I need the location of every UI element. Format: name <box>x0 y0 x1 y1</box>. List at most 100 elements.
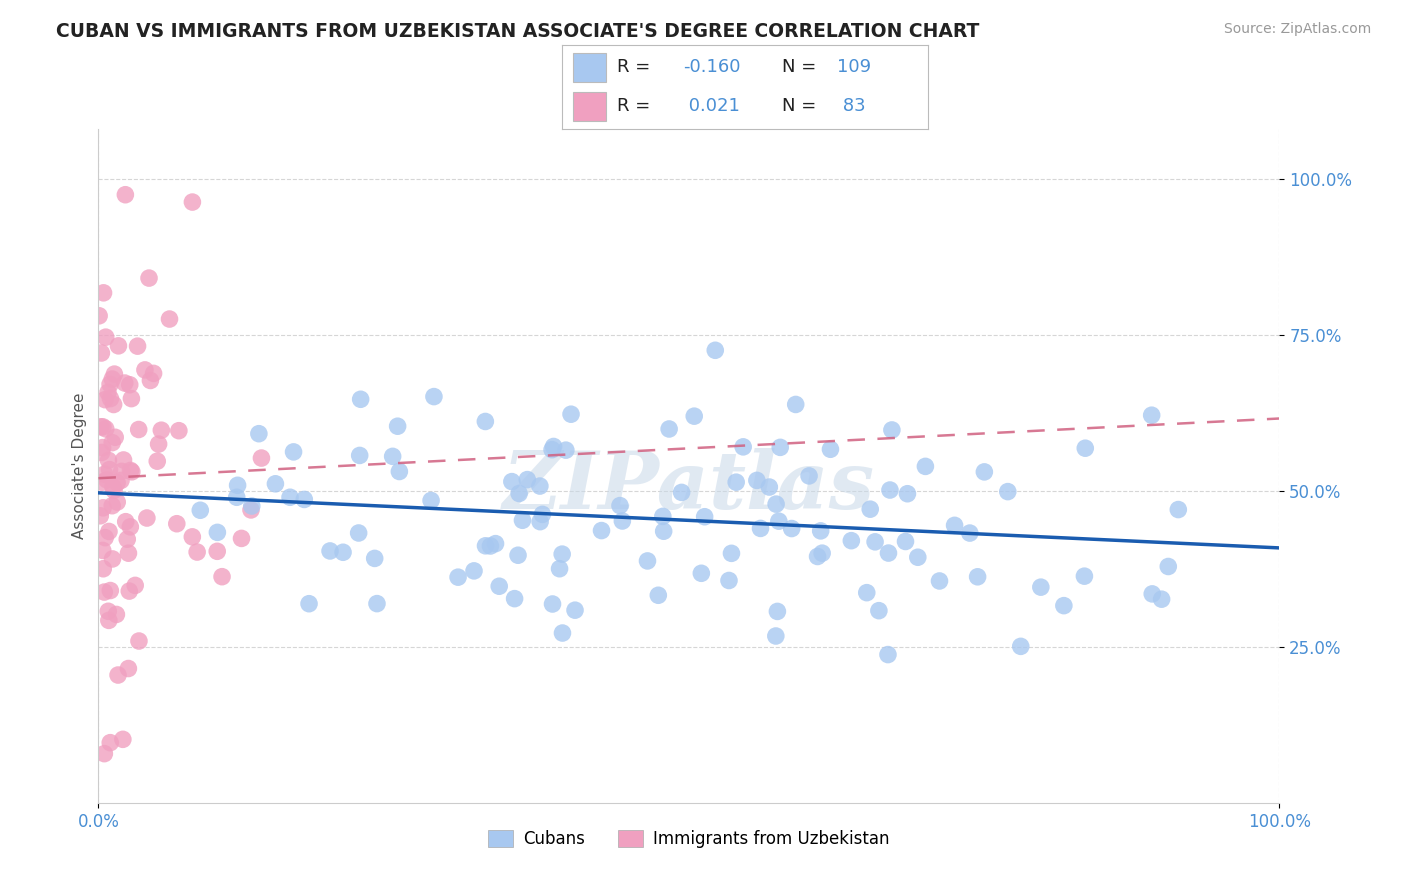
Point <box>134 363 156 377</box>
Point <box>114 187 136 202</box>
Point <box>211 570 233 584</box>
Point <box>484 536 506 550</box>
Text: N =: N = <box>782 59 815 77</box>
Point <box>111 732 134 747</box>
Point <box>105 475 128 490</box>
Point <box>186 545 208 559</box>
Text: 0.021: 0.021 <box>683 97 740 115</box>
Point <box>181 530 204 544</box>
Point <box>1157 559 1180 574</box>
Point <box>91 420 114 434</box>
Point <box>651 509 673 524</box>
Point <box>112 453 135 467</box>
Point <box>609 499 631 513</box>
Point <box>105 495 128 509</box>
Point <box>420 493 443 508</box>
Point <box>733 440 755 454</box>
Point <box>93 585 115 599</box>
Point <box>1053 599 1076 613</box>
Point <box>98 377 121 392</box>
Point <box>785 397 807 411</box>
Point <box>150 423 173 437</box>
Text: N =: N = <box>782 97 815 115</box>
Point <box>749 521 772 535</box>
Point <box>551 547 574 561</box>
Point <box>90 419 112 434</box>
Point <box>512 513 534 527</box>
Point <box>820 442 842 457</box>
Point <box>506 548 529 562</box>
Text: ZIPatlas: ZIPatlas <box>503 448 875 525</box>
Point <box>943 518 966 533</box>
Point <box>226 478 249 492</box>
Point <box>704 343 727 358</box>
FancyBboxPatch shape <box>574 54 606 82</box>
Point <box>91 475 114 490</box>
Point <box>363 551 385 566</box>
Point <box>474 415 496 429</box>
Point <box>810 524 832 538</box>
Point <box>93 747 115 761</box>
Point <box>104 430 127 444</box>
Point <box>264 476 287 491</box>
Point <box>1010 640 1032 654</box>
Point <box>138 271 160 285</box>
Point <box>529 479 551 493</box>
Point <box>159 312 181 326</box>
Legend: Cubans, Immigrants from Uzbekistan: Cubans, Immigrants from Uzbekistan <box>481 823 897 855</box>
Point <box>928 574 950 588</box>
Point <box>91 441 114 455</box>
Point <box>474 539 496 553</box>
Point <box>966 570 988 584</box>
Point <box>240 503 263 517</box>
Point <box>114 515 136 529</box>
FancyBboxPatch shape <box>574 92 606 120</box>
Point <box>463 564 485 578</box>
Point <box>100 392 122 406</box>
Text: CUBAN VS IMMIGRANTS FROM UZBEKISTAN ASSOCIATE'S DEGREE CORRELATION CHART: CUBAN VS IMMIGRANTS FROM UZBEKISTAN ASSO… <box>56 22 980 41</box>
Point <box>91 543 114 558</box>
Point <box>120 392 142 406</box>
Point <box>758 480 780 494</box>
Point <box>240 499 263 513</box>
Point <box>167 424 190 438</box>
Point <box>388 465 411 479</box>
Point <box>806 549 828 564</box>
Point <box>671 485 693 500</box>
Point <box>120 520 142 534</box>
Point <box>797 469 820 483</box>
Point <box>765 629 787 643</box>
Point <box>127 339 149 353</box>
Point <box>101 480 124 494</box>
Point <box>560 407 582 421</box>
Point <box>387 419 409 434</box>
Point <box>1029 580 1052 594</box>
Point <box>278 490 301 504</box>
Point <box>658 422 681 436</box>
Point <box>1167 502 1189 516</box>
Point <box>103 367 125 381</box>
Text: R =: R = <box>617 59 651 77</box>
Point <box>93 285 115 300</box>
Point <box>97 385 120 400</box>
Point <box>423 390 446 404</box>
Point <box>683 409 706 424</box>
Point <box>880 423 903 437</box>
Point <box>94 422 117 436</box>
Point <box>479 539 502 553</box>
Point <box>148 437 170 451</box>
Point <box>350 392 373 407</box>
Text: Source: ZipAtlas.com: Source: ZipAtlas.com <box>1223 22 1371 37</box>
Point <box>139 374 162 388</box>
Point <box>181 195 204 210</box>
Point <box>94 330 117 344</box>
Point <box>868 604 890 618</box>
Point <box>997 484 1019 499</box>
Point <box>907 550 929 565</box>
Point <box>231 532 253 546</box>
Point <box>146 454 169 468</box>
Point <box>292 492 315 507</box>
Point <box>745 474 768 488</box>
Point <box>841 533 863 548</box>
Point <box>503 591 526 606</box>
